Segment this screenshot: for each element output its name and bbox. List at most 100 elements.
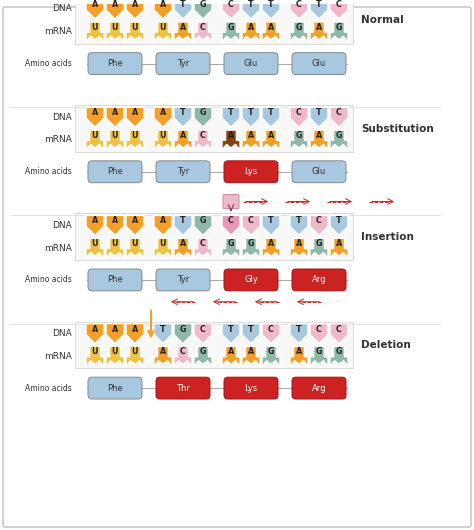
FancyBboxPatch shape — [88, 269, 142, 291]
Text: U: U — [132, 240, 138, 248]
Polygon shape — [290, 107, 308, 127]
Text: A: A — [92, 325, 98, 334]
Text: A: A — [112, 108, 118, 117]
Text: C: C — [336, 0, 342, 9]
FancyBboxPatch shape — [156, 52, 210, 75]
Polygon shape — [126, 215, 144, 235]
Text: G: G — [316, 240, 322, 248]
Polygon shape — [290, 0, 308, 19]
Text: A: A — [180, 131, 186, 140]
Text: G: G — [200, 108, 206, 117]
Polygon shape — [126, 347, 144, 366]
Text: G: G — [296, 23, 302, 32]
Polygon shape — [106, 0, 124, 19]
Polygon shape — [222, 22, 240, 42]
Text: T: T — [336, 216, 342, 225]
Polygon shape — [154, 324, 172, 343]
Polygon shape — [174, 347, 192, 366]
Text: Glu: Glu — [312, 167, 326, 176]
Polygon shape — [174, 0, 192, 19]
Text: U: U — [160, 131, 166, 140]
Polygon shape — [330, 324, 348, 343]
Text: A: A — [248, 23, 254, 32]
Text: U: U — [132, 23, 138, 32]
Polygon shape — [222, 107, 240, 127]
Polygon shape — [174, 215, 192, 235]
Polygon shape — [330, 0, 348, 19]
Text: G: G — [200, 348, 206, 357]
Text: T: T — [248, 0, 254, 9]
FancyBboxPatch shape — [88, 377, 142, 399]
Text: T: T — [248, 325, 254, 334]
Text: U: U — [92, 131, 98, 140]
Text: C: C — [200, 240, 206, 248]
FancyBboxPatch shape — [223, 195, 239, 208]
Text: T: T — [160, 325, 166, 334]
FancyBboxPatch shape — [156, 377, 210, 399]
Text: Phe: Phe — [107, 276, 123, 285]
Text: A: A — [112, 216, 118, 225]
Text: G: G — [248, 240, 254, 248]
Polygon shape — [194, 324, 212, 343]
Text: A: A — [228, 348, 234, 357]
FancyBboxPatch shape — [292, 161, 346, 183]
Text: C: C — [336, 108, 342, 117]
FancyBboxPatch shape — [292, 52, 346, 75]
Text: G: G — [200, 216, 206, 225]
Text: U: U — [112, 348, 118, 357]
Text: A: A — [92, 108, 98, 117]
Polygon shape — [194, 215, 212, 235]
Text: Tyr: Tyr — [177, 276, 189, 285]
Text: U: U — [92, 240, 98, 248]
Polygon shape — [262, 324, 280, 343]
Polygon shape — [262, 0, 280, 19]
Text: A: A — [180, 240, 186, 248]
Text: A: A — [248, 131, 254, 140]
Polygon shape — [86, 238, 104, 258]
Text: Amino acids: Amino acids — [25, 167, 72, 176]
Polygon shape — [310, 324, 328, 343]
Text: G: G — [228, 23, 234, 32]
Text: T: T — [228, 108, 234, 117]
Polygon shape — [86, 22, 104, 42]
FancyBboxPatch shape — [224, 52, 278, 75]
Text: A: A — [160, 348, 166, 357]
Text: T: T — [268, 108, 274, 117]
Text: Arg: Arg — [312, 276, 326, 285]
Polygon shape — [310, 215, 328, 235]
Text: C: C — [296, 0, 302, 9]
Polygon shape — [310, 107, 328, 127]
Polygon shape — [86, 324, 104, 343]
Text: U: U — [112, 131, 118, 140]
Polygon shape — [106, 215, 124, 235]
FancyBboxPatch shape — [224, 377, 278, 399]
Text: G: G — [336, 131, 342, 140]
FancyBboxPatch shape — [88, 52, 142, 75]
Polygon shape — [194, 22, 212, 42]
Polygon shape — [174, 238, 192, 258]
Polygon shape — [310, 0, 328, 19]
Text: A: A — [296, 348, 302, 357]
Polygon shape — [126, 238, 144, 258]
Text: G: G — [336, 348, 342, 357]
Polygon shape — [126, 130, 144, 150]
Text: Glu: Glu — [244, 59, 258, 68]
Text: A: A — [180, 23, 186, 32]
Polygon shape — [86, 0, 104, 19]
Text: G: G — [268, 348, 274, 357]
Text: C: C — [248, 216, 254, 225]
Text: T: T — [228, 325, 234, 334]
Text: A: A — [92, 216, 98, 225]
Polygon shape — [222, 324, 240, 343]
Text: A: A — [132, 0, 138, 9]
Polygon shape — [242, 215, 260, 235]
Polygon shape — [290, 347, 308, 366]
Polygon shape — [194, 347, 212, 366]
Text: T: T — [180, 216, 186, 225]
FancyBboxPatch shape — [292, 377, 346, 399]
Polygon shape — [290, 238, 308, 258]
Polygon shape — [290, 215, 308, 235]
Text: A: A — [336, 240, 342, 248]
Text: Arg: Arg — [312, 384, 326, 393]
Polygon shape — [106, 324, 124, 343]
